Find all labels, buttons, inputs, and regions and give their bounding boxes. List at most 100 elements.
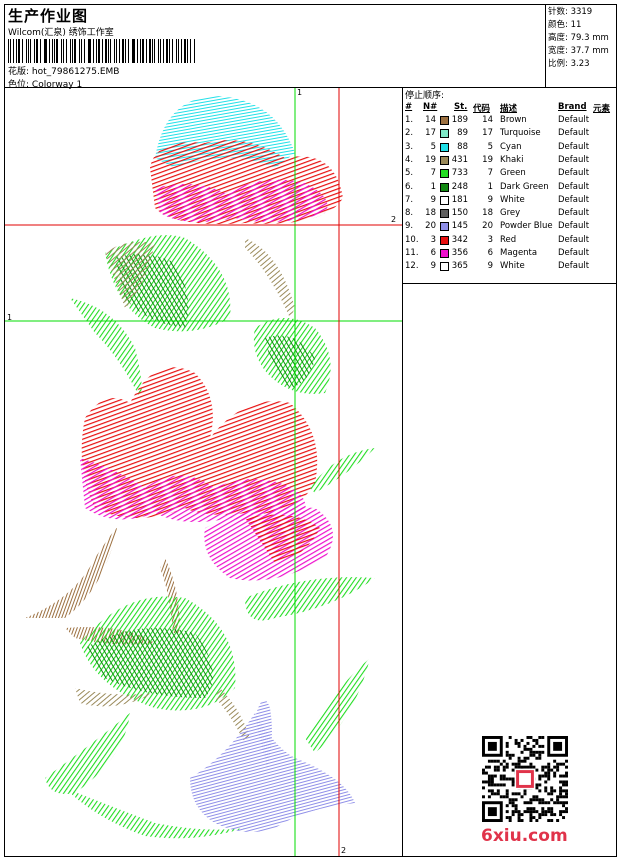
row-description: Magenta [500, 248, 538, 258]
row-index: 12. [405, 261, 419, 272]
row-brand: Default [558, 168, 590, 179]
row-description: Cyan [500, 141, 522, 152]
row-stitches: 365 [451, 261, 468, 272]
row-brand: Default [558, 248, 590, 258]
row-code: 17 [482, 128, 493, 139]
col-n: N# [423, 102, 438, 112]
top-flower [150, 96, 343, 224]
col-brand: Brand [558, 102, 587, 112]
row-code: 9 [487, 261, 493, 272]
barcode [8, 39, 196, 63]
row-brand: Default [558, 141, 590, 152]
color-swatch [440, 129, 449, 139]
row-index: 2. [405, 128, 414, 139]
row-brand: Default [558, 154, 590, 165]
row-description: Dark Green [500, 181, 549, 192]
upper-leaves [70, 235, 331, 398]
row-needle: 1 [430, 181, 436, 192]
table-row: 10. 3 342 3 Red Default [403, 235, 618, 248]
guide-label-red-v: 2 [341, 846, 347, 855]
color-swatch [440, 142, 449, 152]
table-row: 12. 9 365 9 White Default [403, 261, 618, 274]
color-swatch [440, 209, 449, 219]
stat-colors: 颜色: 11 [548, 20, 582, 30]
row-index: 7. [405, 194, 414, 205]
color-swatch [440, 169, 449, 179]
blue-flower [190, 700, 355, 832]
row-description: White [500, 194, 525, 205]
color-swatch [440, 262, 449, 272]
row-stitches: 181 [451, 194, 468, 205]
row-index: 4. [405, 154, 414, 165]
color-swatch [440, 249, 449, 258]
row-description: Powder Blue [500, 221, 553, 232]
row-stitches: 145 [451, 221, 468, 232]
row-stitches: 189 [451, 115, 468, 125]
row-index: 9. [405, 221, 414, 232]
color-swatch [440, 235, 449, 245]
row-stitches: 89 [457, 128, 468, 139]
row-index: 6. [405, 181, 414, 192]
lower-leaves [25, 528, 375, 839]
table-row: 6. 1 248 1 Dark Green Default [403, 182, 618, 195]
row-description: Khaki [500, 154, 524, 165]
page-title: 生产作业图 [8, 7, 89, 25]
studio-name: Wilcom(汇泉) 绣饰工作室 [8, 28, 114, 38]
row-stitches: 88 [457, 141, 468, 152]
row-code: 20 [482, 221, 493, 232]
right-lower-panel: 6xiu.com [402, 284, 617, 857]
table-row: 7. 9 181 9 White Default [403, 195, 618, 208]
colorway-label: 色位: [8, 80, 30, 90]
row-brand: Default [558, 234, 590, 245]
header-panel: 生产作业图 Wilcom(汇泉) 绣饰工作室 花版: hot_79861275.… [4, 4, 546, 90]
col-desc: 描述 [500, 104, 518, 114]
table-row: 2. 17 89 17 Turquoise Default [403, 128, 618, 141]
color-swatch [440, 155, 449, 165]
table-row: 9. 20 145 20 Powder Blue Default [403, 221, 618, 234]
qr-code [482, 736, 568, 822]
table-row: 8. 18 150 18 Grey Default [403, 208, 618, 221]
stat-scale: 比例: 3.23 [548, 59, 590, 69]
row-description: Turquoise [500, 128, 541, 139]
row-needle: 18 [425, 208, 436, 219]
stop-sequence-title: 停止顺序: [405, 91, 445, 101]
row-code: 9 [487, 194, 493, 205]
watermark: 6xiu.com [481, 826, 568, 846]
row-index: 5. [405, 168, 414, 179]
row-brand: Default [558, 194, 590, 205]
row-index: 10. [405, 234, 419, 245]
design-file: 花版: hot_79861275.EMB [8, 64, 119, 77]
guide-label-green-v: 1 [297, 88, 303, 97]
row-description: Red [500, 234, 517, 245]
row-brand: Default [558, 208, 590, 219]
row-code: 1 [487, 181, 493, 192]
row-stitches: 150 [451, 208, 468, 219]
row-description: Green [500, 168, 526, 179]
row-code: 3 [487, 234, 493, 245]
page-frame [4, 4, 617, 857]
row-stitches: 248 [451, 181, 468, 192]
row-needle: 6 [430, 248, 436, 258]
row-needle: 19 [425, 154, 436, 165]
row-code: 14 [482, 115, 493, 125]
col-element: 元素 [593, 104, 611, 114]
stat-height: 高度: 79.3 mm [548, 33, 609, 43]
row-needle: 3 [430, 234, 436, 245]
row-needle: 7 [430, 168, 436, 179]
row-description: Grey [500, 208, 521, 219]
guide-label-red-h: 2 [391, 215, 397, 224]
table-row: 3. 5 88 5 Cyan Default [403, 142, 618, 155]
row-code: 5 [487, 141, 493, 152]
middle-flower [80, 367, 375, 581]
guide-label-green-h: 1 [7, 313, 13, 322]
row-brand: Default [558, 261, 590, 272]
row-needle: 9 [430, 261, 436, 272]
color-swatch [440, 116, 449, 125]
embroidery-preview [5, 88, 403, 856]
row-index: 3. [405, 141, 414, 152]
row-needle: 9 [430, 194, 436, 205]
table-row: 1. 14 189 14 Brown Default [403, 115, 618, 128]
row-index: 11. [405, 248, 419, 258]
row-index: 8. [405, 208, 414, 219]
stop-sequence-table: 停止顺序: # N# St. 代码 描述 Brand 元素 1. 14 189 14 B… [402, 88, 617, 284]
